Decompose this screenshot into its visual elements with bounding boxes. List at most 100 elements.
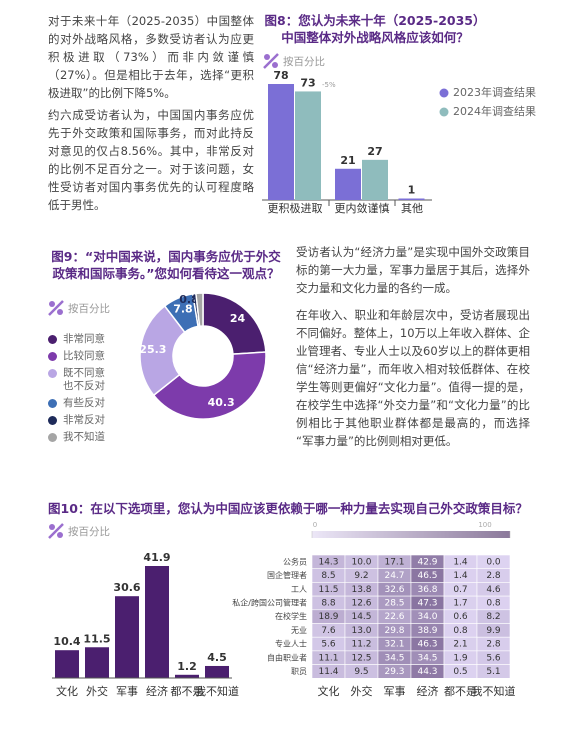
legend-marker: [48, 352, 57, 361]
legend-marker: [439, 107, 449, 117]
paragraph: 对于未来十年（2025-2035）中国整体的对外战略风格，多数受访者认为应更积极…: [48, 14, 254, 100]
legend-label: 2024年调查结果: [453, 104, 536, 118]
legend-item: 我不知道: [48, 431, 128, 444]
x-tick-label: 文化: [56, 684, 78, 698]
cell-label: 42.9: [417, 557, 437, 567]
cell-label: 0.7: [453, 585, 467, 595]
cell-label: 14.3: [318, 557, 338, 567]
bar: [175, 674, 199, 678]
data-label: 4.5: [207, 651, 227, 664]
cell-label: 32.1: [384, 640, 404, 650]
cell-label: 8.8: [321, 598, 336, 608]
cell-label: 4.6: [486, 585, 501, 595]
cell-label: 13.0: [351, 626, 371, 636]
cell-label: 2.8: [486, 640, 501, 650]
colorbar-tick-label: 100: [478, 521, 491, 529]
data-label: 21: [340, 154, 355, 167]
bar: [145, 566, 169, 678]
legend-label: 我不知道: [63, 431, 105, 443]
row-label: 公务员: [283, 556, 307, 566]
cell-label: 11.4: [318, 667, 338, 677]
cell-label: 8.2: [486, 612, 500, 622]
cell-label: 9.9: [486, 626, 501, 636]
cell-label: 1.4: [453, 557, 468, 567]
cell-label: 34.5: [384, 653, 404, 663]
cell-label: 18.9: [318, 612, 338, 622]
data-label: 24: [230, 312, 246, 325]
cell-label: 38.9: [417, 626, 437, 636]
figure-title: 图8：您认为未来十年（2025-2035）中国整体对外战略风格应该如何？: [264, 13, 486, 45]
bar: [115, 596, 139, 678]
x-tick-label: 我不知道: [195, 684, 239, 698]
legend-label: 非常同意: [63, 333, 105, 345]
cell-label: 0.0: [486, 557, 501, 567]
cell-label: 11.2: [351, 640, 371, 650]
x-tick-label: 军事: [384, 685, 406, 698]
x-tick-label: 经济: [146, 684, 168, 698]
figure-title: 图10：在以下选项里，您认为中国应该更依赖于哪一种力量去实现自己外交政策目标？: [48, 501, 528, 516]
cell-label: 11.1: [318, 653, 338, 663]
cell-label: 7.6: [321, 626, 336, 636]
cell-label: 46.3: [417, 640, 437, 650]
cell-label: 1.4: [453, 571, 468, 581]
cell-label: 32.6: [384, 585, 404, 595]
donut-slice: [195, 292, 204, 328]
cell-label: 5.6: [486, 653, 501, 663]
cell-label: 24.7: [384, 571, 404, 581]
x-tick-label: 军事: [116, 685, 138, 698]
cell-label: 1.9: [453, 653, 468, 663]
x-tick-label: 都不是: [171, 685, 204, 698]
legend-marker: [48, 416, 57, 425]
cell-label: 11.5: [318, 585, 338, 595]
legend-label: 既不同意也不反对: [63, 367, 105, 392]
legend-label: 有些反对: [63, 397, 105, 409]
data-label: 7.8: [173, 303, 193, 316]
x-tick-label: 我不知道: [472, 684, 516, 698]
annotation: -5%: [322, 81, 336, 89]
x-tick-label: 外交: [86, 684, 108, 698]
data-label: 40.3: [208, 396, 235, 409]
cell-label: 29.8: [384, 626, 404, 636]
bar: [205, 665, 229, 678]
cell-label: 0.6: [453, 612, 468, 622]
x-tick-label: 更内敛谨慎: [335, 201, 390, 215]
cell-label: 5.6: [321, 640, 336, 650]
figure-title: 图9：“对中国来说，国内事务应优于外交政策和国际事务。”您如何看待这一观点？: [51, 249, 281, 281]
legend-item: 非常同意: [48, 333, 128, 346]
cell-label: 1.7: [453, 598, 467, 608]
cell-label: 0.8: [486, 598, 501, 608]
bar: [268, 84, 294, 200]
cell-label: 14.5: [351, 612, 371, 622]
cell-label: 29.3: [384, 667, 404, 677]
legend-marker: [48, 369, 57, 378]
cell-label: 5.1: [486, 667, 500, 677]
cell-label: 12.6: [351, 598, 371, 608]
cell-label: 36.8: [417, 585, 437, 595]
x-tick-label: 文化: [318, 684, 340, 698]
cell-label: 8.5: [321, 571, 335, 581]
heatmap-cell: [476, 664, 511, 679]
cell-label: 9.5: [354, 667, 368, 677]
data-label: 11.5: [83, 632, 110, 645]
donut-slice: [139, 304, 186, 397]
donut-slice: [202, 292, 267, 355]
colorbar: [312, 531, 510, 538]
x-tick-label: 外交: [351, 684, 373, 698]
data-label: 27: [367, 145, 382, 158]
cell-label: 46.5: [417, 571, 437, 581]
cell-label: 2.1: [453, 640, 467, 650]
x-tick-label: 都不是: [444, 685, 477, 698]
paragraph: 在年收入、职业和年龄层次中，受访者展现出不同偏好。整体上，10万以上年收入群体、…: [296, 308, 530, 448]
x-tick-label: 其他: [401, 202, 423, 215]
subtitle: 按百分比: [68, 526, 110, 538]
legend-marker: [439, 88, 449, 98]
legend-item: 非常反对: [48, 414, 128, 427]
subtitle: 按百分比: [283, 56, 325, 68]
subtitle: 按百分比: [68, 303, 110, 315]
legend-label: 非常反对: [63, 414, 105, 426]
legend-label: 2023年调查结果: [453, 85, 536, 99]
row-label: 专业人士: [275, 639, 307, 649]
cell-label: 34.0: [417, 612, 437, 622]
